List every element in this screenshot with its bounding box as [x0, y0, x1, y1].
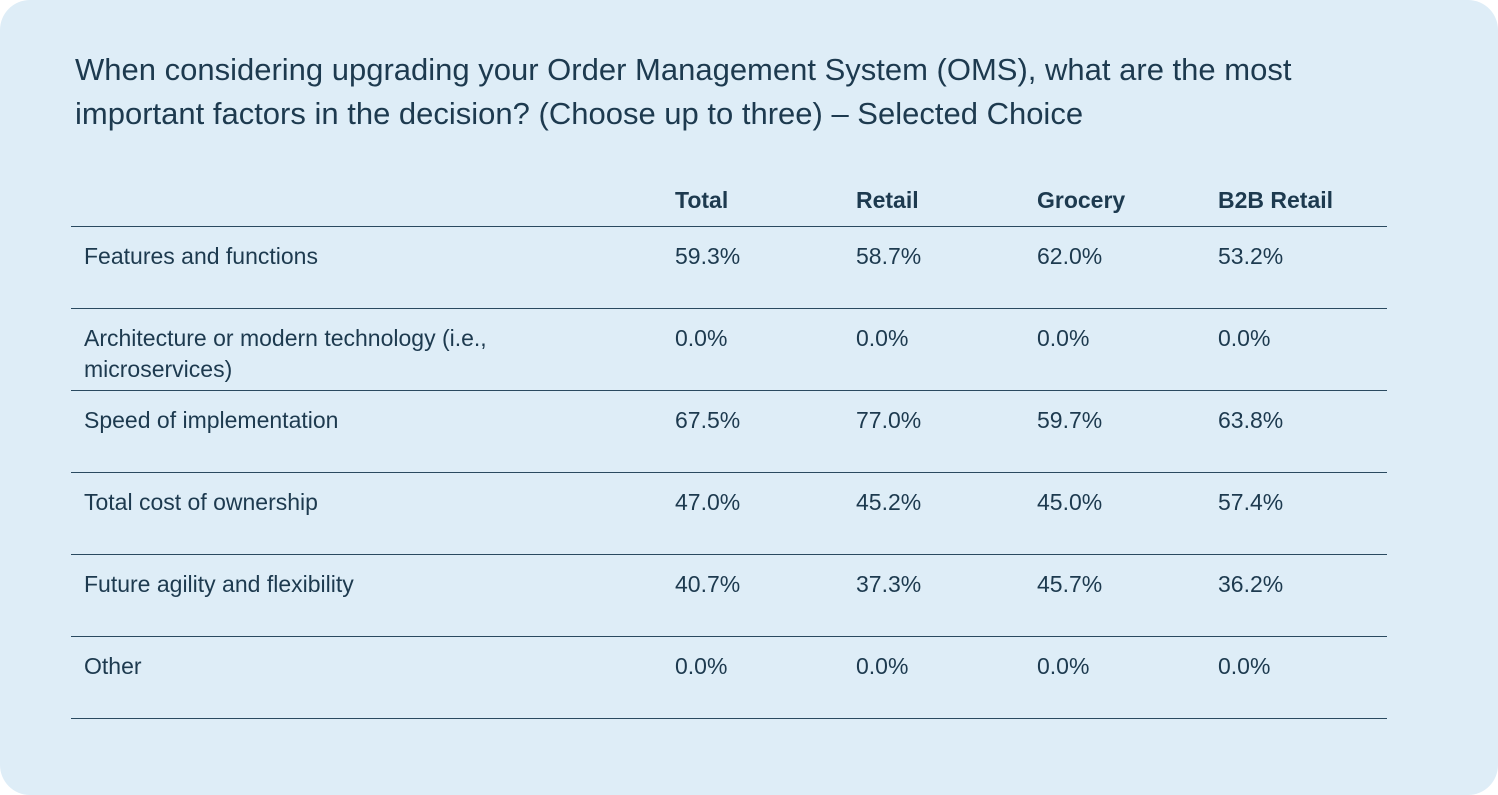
table-row: Future agility and flexibility 40.7% 37.… [71, 555, 1387, 637]
cell-total: 59.3% [675, 243, 741, 269]
row-label: Other [84, 653, 142, 679]
cell-retail: 77.0% [856, 407, 922, 433]
row-label: Future agility and flexibility [84, 571, 354, 597]
cell-retail: 0.0% [856, 325, 909, 351]
cell-b2b-retail: 63.8% [1218, 407, 1284, 433]
row-label: Architecture or modern technology (i.e.,… [84, 325, 487, 382]
table-row: Speed of implementation 67.5% 77.0% 59.7… [71, 391, 1387, 473]
table-row: Architecture or modern technology (i.e.,… [71, 309, 1387, 391]
question-title: When considering upgrading your Order Ma… [75, 52, 1292, 131]
cell-b2b-retail: 0.0% [1218, 325, 1271, 351]
row-label: Speed of implementation [84, 407, 339, 433]
header-total: Total [675, 187, 729, 213]
row-label: Features and functions [84, 243, 318, 269]
table-row: Total cost of ownership 47.0% 45.2% 45.0… [71, 473, 1387, 555]
cell-retail: 0.0% [856, 653, 909, 679]
header-retail: Retail [856, 187, 919, 213]
table-row: Other 0.0% 0.0% 0.0% 0.0% [71, 637, 1387, 719]
cell-total: 67.5% [675, 407, 741, 433]
cell-grocery: 0.0% [1037, 653, 1090, 679]
cell-grocery: 45.7% [1037, 571, 1103, 597]
table-header-row: Total Retail Grocery B2B Retail [71, 178, 1387, 227]
cell-grocery: 59.7% [1037, 407, 1103, 433]
header-b2b-retail: B2B Retail [1218, 187, 1334, 213]
table-row: Features and functions 59.3% 58.7% 62.0%… [71, 227, 1387, 309]
cell-retail: 45.2% [856, 489, 922, 515]
cell-retail: 58.7% [856, 243, 922, 269]
cell-b2b-retail: 53.2% [1218, 243, 1284, 269]
cell-b2b-retail: 57.4% [1218, 489, 1284, 515]
row-label: Total cost of ownership [84, 489, 318, 515]
header-grocery: Grocery [1037, 187, 1126, 213]
cell-b2b-retail: 36.2% [1218, 571, 1284, 597]
cell-total: 40.7% [675, 571, 741, 597]
cell-total: 0.0% [675, 653, 728, 679]
cell-retail: 37.3% [856, 571, 922, 597]
cell-grocery: 0.0% [1037, 325, 1090, 351]
cell-grocery: 62.0% [1037, 243, 1103, 269]
cell-grocery: 45.0% [1037, 489, 1103, 515]
cell-total: 0.0% [675, 325, 728, 351]
results-table: Total Retail Grocery B2B Retail Features… [71, 178, 1387, 719]
cell-b2b-retail: 0.0% [1218, 653, 1271, 679]
cell-total: 47.0% [675, 489, 741, 515]
